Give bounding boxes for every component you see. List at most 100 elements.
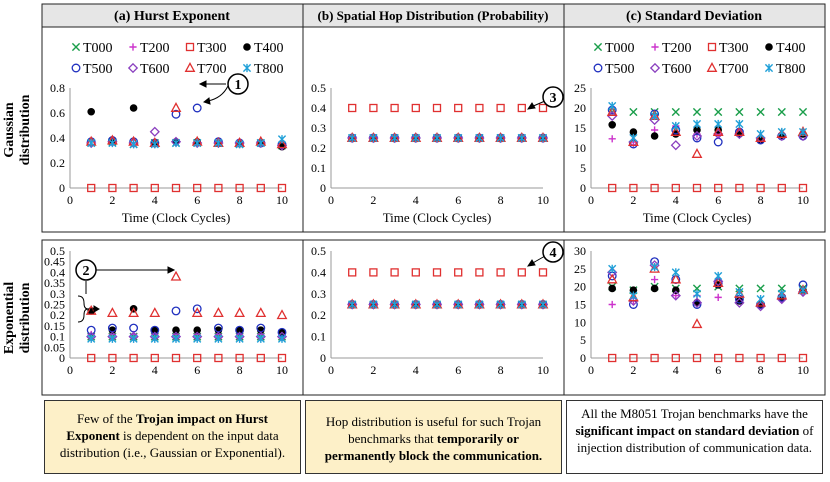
legend-label-T800: T800: [776, 62, 806, 77]
y-tick-label: 0.4: [50, 131, 65, 145]
data-point: [454, 268, 463, 277]
y-tick-label: 0.3: [311, 121, 326, 135]
annotation-3-arrowhead: [526, 102, 536, 110]
data-point: [608, 101, 617, 111]
data-point: [735, 107, 744, 117]
data-point: [672, 286, 680, 295]
data-point: [87, 107, 95, 116]
legend-label-T000: T000: [605, 41, 635, 56]
data-point: [538, 300, 548, 309]
data-point: [670, 140, 681, 151]
data-point: [735, 353, 744, 363]
y-tick-label: 0.2: [50, 308, 65, 322]
data-point: [670, 273, 682, 284]
data-point: [496, 300, 505, 309]
x-tick-label: 2: [370, 363, 376, 377]
series-T500: [86, 304, 287, 337]
data-point: [389, 132, 400, 144]
data-point: [475, 133, 484, 143]
y-tick-label: 0: [580, 351, 586, 365]
data-point: [692, 107, 702, 117]
y-tick-label: 0.1: [311, 161, 326, 175]
y-tick-label: 25: [574, 262, 586, 276]
y-tick-label: 0: [580, 181, 586, 195]
data-point: [193, 183, 202, 193]
y-tick-label: 0.5: [311, 81, 326, 95]
x-tick-label: 2: [109, 193, 115, 207]
series-T700: [85, 270, 288, 320]
data-point: [454, 300, 463, 309]
y-tick-label: 0.1: [50, 330, 65, 344]
data-point: [517, 103, 526, 113]
data-point: [214, 353, 223, 363]
data-point: [537, 132, 549, 144]
data-point: [606, 273, 618, 284]
data-point: [453, 132, 464, 144]
data-point: [517, 133, 526, 143]
data-point: [368, 299, 379, 310]
data-point: [475, 300, 484, 309]
data-point: [629, 353, 638, 363]
series-T800: [608, 262, 808, 304]
chart-panel-1: 0 0.2 0.4 0.6 0.8 0 2 4 6 8 10 Time (Clock Cycles) T…: [41, 26, 304, 233]
data-point: [348, 103, 357, 113]
data-point: [369, 133, 378, 143]
legend-label-T700: T700: [719, 62, 749, 77]
data-point: [369, 300, 378, 309]
data-point: [85, 304, 97, 315]
data-point: [691, 148, 703, 158]
y-tick-label: 0: [320, 181, 326, 195]
x-tick-label: 8: [498, 193, 504, 207]
x-tick-label: 0: [328, 193, 334, 207]
y-tick-label: 0.1: [311, 330, 326, 344]
legend: T000 T200 T300 T400 T500 T600 T700 T800: [71, 41, 284, 77]
data-point: [517, 268, 526, 277]
data-point: [108, 334, 117, 343]
data-point: [714, 271, 723, 281]
data-point: [150, 334, 159, 343]
legend-marker-T600: [649, 62, 661, 74]
data-point: [86, 325, 96, 335]
data-point: [735, 119, 744, 129]
data-point: [214, 183, 223, 193]
data-point: [411, 268, 420, 277]
y-tick-label: 0: [59, 181, 65, 195]
data-point: [277, 183, 287, 193]
data-point: [608, 183, 617, 193]
legend-label-T500: T500: [83, 62, 113, 77]
data-point: [108, 183, 117, 193]
data-point: [256, 138, 265, 148]
data-point: [348, 133, 357, 143]
legend-label-T600: T600: [140, 62, 170, 77]
data-point: [714, 107, 723, 117]
x-tick-label: 2: [630, 363, 636, 377]
data-point: [692, 300, 702, 309]
data-point: [129, 353, 138, 363]
data-point: [390, 268, 399, 277]
y-tick-label: 0.4: [311, 101, 326, 115]
data-point: [650, 132, 659, 140]
series-T800: [87, 135, 287, 149]
data-point: [756, 295, 765, 304]
x-tick-label: 8: [237, 363, 243, 377]
data-point: [608, 135, 616, 143]
data-point: [475, 103, 484, 113]
data-point: [628, 295, 639, 307]
caption-b-pre: Hop distribution is useful for such Troj…: [325, 414, 542, 446]
x-tick-label: 4: [413, 363, 419, 377]
data-point: [628, 136, 639, 146]
y-tick-label: 0.25: [44, 298, 65, 312]
data-point: [756, 129, 765, 139]
data-point: [171, 306, 181, 316]
legend-marker-T200: [651, 43, 659, 51]
y-tick-label: 5: [580, 161, 586, 175]
legend-label-T400: T400: [776, 41, 806, 56]
x-tick-label: 10: [537, 193, 549, 207]
data-point: [756, 353, 765, 363]
data-point: [432, 300, 442, 309]
legend-label-T300: T300: [197, 41, 227, 56]
panel-frame: [41, 26, 304, 233]
data-point: [277, 334, 287, 343]
data-point: [650, 284, 659, 293]
y-tick-label: 0.4: [311, 265, 326, 279]
